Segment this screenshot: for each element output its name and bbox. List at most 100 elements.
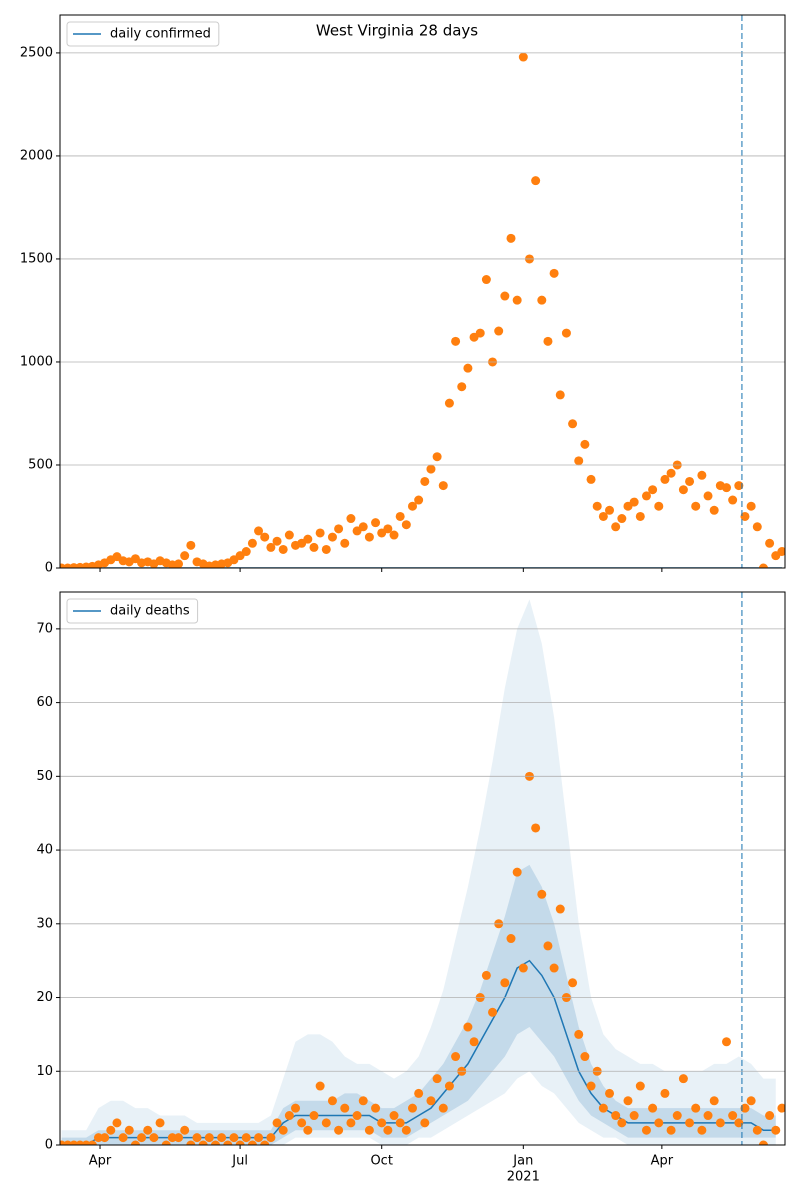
point [444,1081,454,1091]
point [112,1118,122,1128]
point [401,520,411,530]
point [272,1118,282,1128]
point [734,1118,744,1128]
point [598,511,608,521]
point [709,1096,719,1106]
point [703,491,713,501]
point [531,176,541,186]
band [61,599,776,1145]
point [192,1133,202,1143]
point [426,1096,436,1106]
point [143,1125,153,1135]
point [715,1118,725,1128]
point [506,934,516,944]
point [432,452,442,462]
point [438,1103,448,1113]
point [254,526,264,536]
point [728,495,738,505]
x-tick-label: Jul [231,1154,248,1169]
point [303,1125,313,1135]
y-tick-label: 10 [36,1064,53,1079]
point [401,1125,411,1135]
point [518,963,528,973]
point [765,1111,775,1121]
y-tick-label: 0 [45,561,53,576]
point [241,547,251,557]
point [654,501,664,511]
point [377,1118,387,1128]
point [746,1096,756,1106]
y-tick-label: 500 [28,457,53,472]
point [346,1118,356,1128]
point [180,551,190,561]
point [481,970,491,980]
point [463,363,473,373]
point [586,1081,596,1091]
point [334,524,344,534]
point [291,1103,301,1113]
point [457,382,467,392]
point [278,1125,288,1135]
point [247,1140,257,1145]
point [463,1022,473,1032]
point [752,1125,762,1135]
point [100,1133,110,1143]
point [722,483,732,493]
point [124,1125,134,1135]
point [247,538,257,548]
legend-label: daily confirmed [110,27,211,42]
point [537,889,547,899]
point [648,1103,658,1113]
point [186,540,196,550]
x-tick-label: Apr [89,1154,112,1169]
point [174,1133,184,1143]
point [371,1103,381,1113]
y-tick-label: 20 [36,990,53,1005]
point [697,470,707,480]
point [414,495,424,505]
axes-frame [59,14,786,569]
point [500,978,510,988]
point [592,501,602,511]
point [691,1103,701,1113]
point [395,511,405,521]
point [321,1118,331,1128]
point [605,1088,615,1098]
y-tick-label: 30 [36,916,53,931]
legend-label: daily deaths [110,604,190,619]
point [580,1052,590,1062]
point [254,1133,264,1143]
point [494,326,504,336]
point [198,1140,208,1145]
point [93,1133,103,1143]
point [358,522,368,532]
point [481,275,491,285]
legend: daily confirmed [66,21,220,47]
point [426,464,436,474]
point [438,481,448,491]
point [241,1133,251,1143]
point [758,563,768,568]
point [383,524,393,534]
x-tick-label: Jan [512,1154,533,1169]
point [469,1037,479,1047]
point [297,1118,307,1128]
point [334,1125,344,1135]
point [186,1140,196,1145]
point [210,1140,220,1145]
point [752,522,762,532]
point [685,1118,695,1128]
point [555,904,565,914]
point [666,468,676,478]
point [586,474,596,484]
point [777,1103,785,1113]
point [512,295,522,305]
point [364,532,374,542]
point [407,501,417,511]
point [315,1081,325,1091]
y-tick-label: 2000 [20,148,53,163]
point [260,532,270,542]
point [352,1111,362,1121]
point [451,336,461,346]
